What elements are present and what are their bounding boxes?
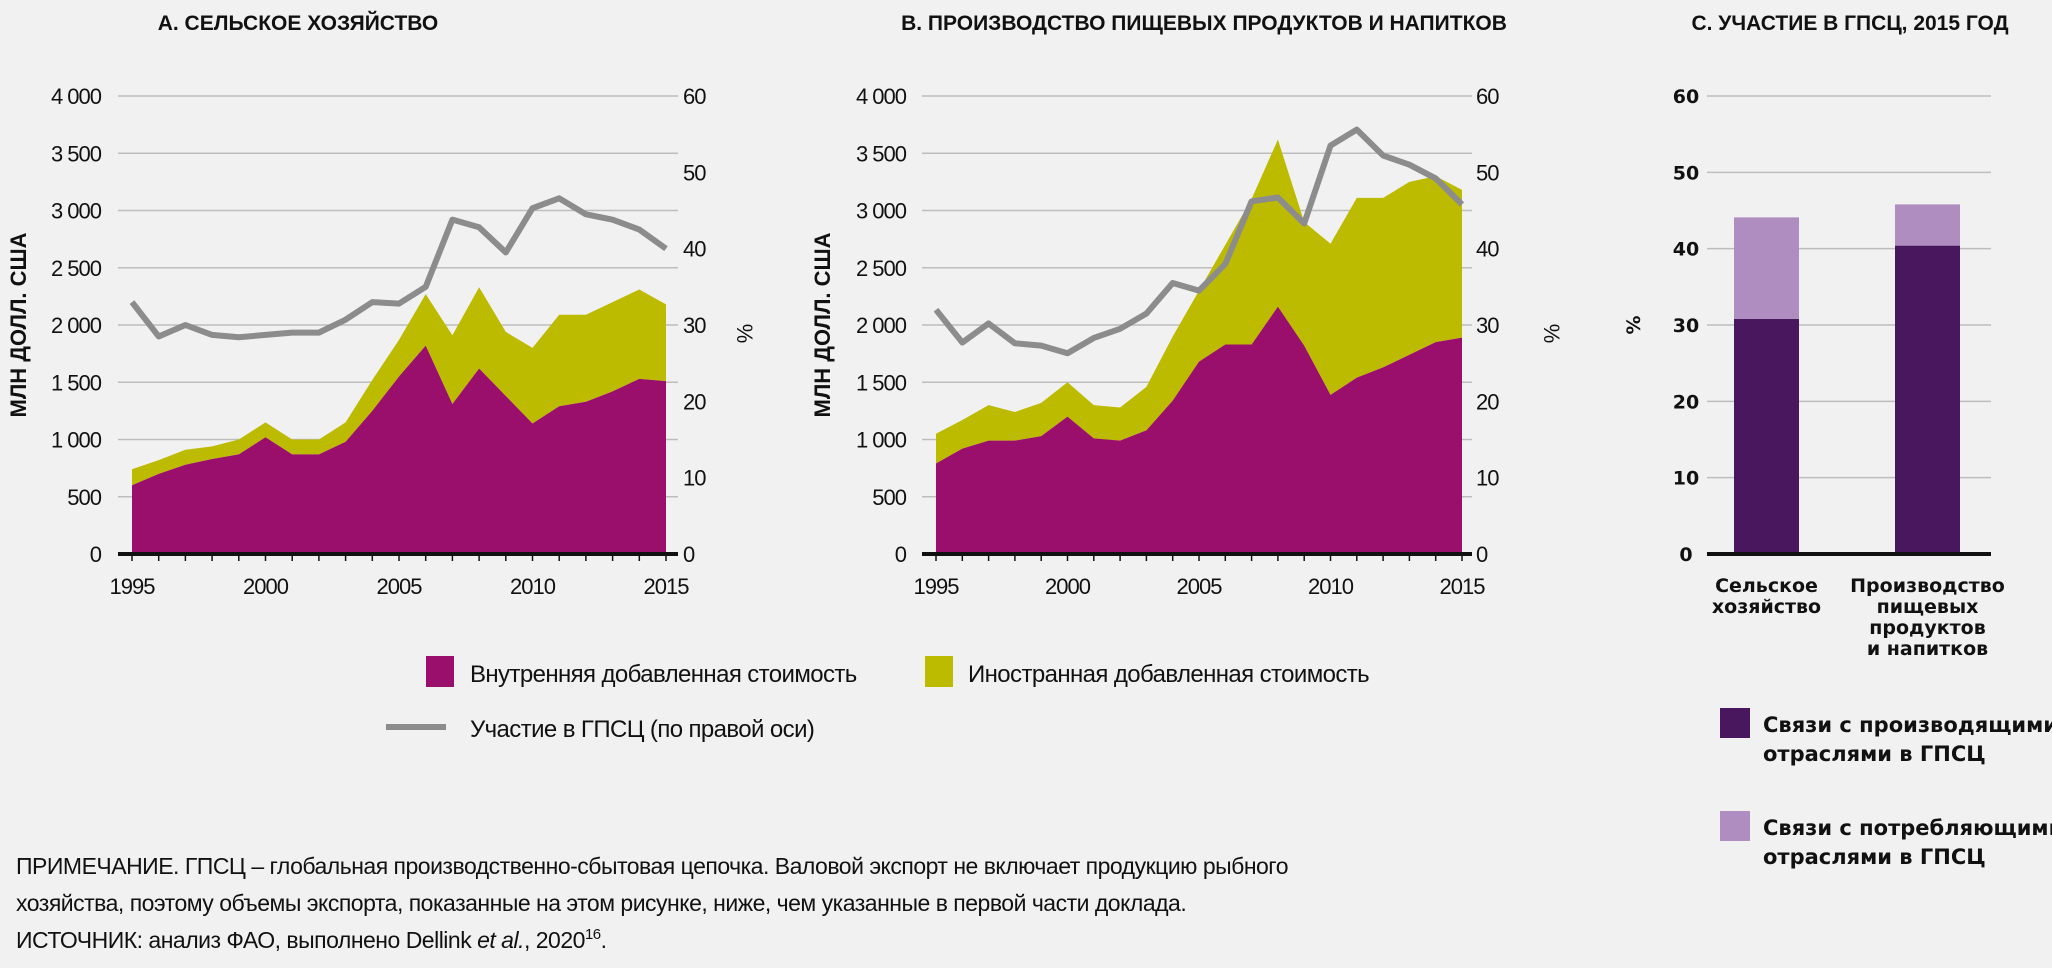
footnote: ПРИМЕЧАНИЕ. ГПСЦ – глобальная производст… (16, 853, 1289, 953)
panel-a-y2-tick-label: 50 (683, 160, 706, 185)
panel-a-y2-tick-label: 40 (683, 237, 706, 262)
panel-a-x-tick-label: 2005 (377, 574, 423, 599)
panel-c-y-tick-label: 60 (1673, 86, 1699, 108)
panel-c-y-tick-label: 20 (1673, 391, 1699, 413)
panel-a-y2-axis-title: % (732, 324, 757, 343)
panel-a-y-tick-label: 0 (90, 542, 102, 567)
panel-b-y-tick-label: 3 500 (856, 141, 907, 166)
footnote-line-1: ПРИМЕЧАНИЕ. ГПСЦ – глобальная производст… (16, 853, 1288, 879)
panel-c-legend-label: отраслями в ГПСЦ (1763, 845, 1986, 869)
legend-ab: Внутренняя добавленная стоимость Иностра… (386, 656, 1370, 743)
panel-a-gvc-line (129, 195, 668, 341)
panel-b-x-tick-label: 2005 (1177, 574, 1223, 599)
panel-a-y2-tick-label: 30 (683, 313, 706, 338)
panel-a-y-tick-label: 1 500 (51, 370, 102, 395)
panel-a-area-foreign (132, 287, 666, 486)
panel-a-y-axis-title: МЛН ДОЛЛ. США (6, 232, 31, 417)
panel-a-y2-tick-label: 20 (683, 389, 706, 414)
panel-c-category-label: продуктов (1869, 617, 1986, 639)
panel-c-bar-segment (1895, 245, 1960, 554)
panel-c-legend-swatch (1720, 708, 1750, 738)
panel-b-y-tick-label: 4 000 (856, 84, 907, 109)
legend-swatch-foreign (925, 656, 953, 687)
panel-c-legend-label: Связи с потребляющими (1763, 816, 2052, 840)
panel-b-x-tick-label: 2010 (1308, 574, 1354, 599)
panel-b-area-domestic (936, 306, 1462, 554)
panel-c-title: C. УЧАСТИЕ В ГПСЦ, 2015 ГОД (1691, 12, 2008, 35)
panel-c-bar-segment (1734, 318, 1799, 554)
panel-b-y-tick-label: 500 (872, 485, 906, 510)
panel-b-x-tick-label: 2000 (1045, 574, 1091, 599)
legend-label-foreign: Иностранная добавленная стоимость (968, 661, 1369, 688)
panel-a-title: A. СЕЛЬСКОЕ ХОЗЯЙСТВО (158, 11, 439, 35)
panel-a-y-tick-label: 2 500 (51, 256, 102, 281)
panel-c-legend-label: Связи с производящими (1763, 713, 2052, 737)
panel-b-y2-tick-label: 10 (1476, 466, 1499, 491)
panel-b-y2-tick-label: 50 (1476, 160, 1499, 185)
panel-c-category-label: Сельское (1715, 575, 1818, 597)
panel-a-y2-tick-label: 10 (683, 466, 706, 491)
legend-swatch-domestic (426, 656, 454, 687)
panel-b-y2-tick-label: 30 (1476, 313, 1499, 338)
footnote-line-2: хозяйства, поэтому объемы экспорта, пока… (16, 890, 1186, 916)
panel-a-y-tick-label: 3 000 (51, 199, 102, 224)
panel-a-y-tick-label: 4 000 (51, 84, 102, 109)
panel-c-bar-segment (1895, 204, 1960, 246)
source-prefix: ИСТОЧНИК: анализ ФАО, выполнено Dellink (16, 927, 477, 953)
panel-a-y-tick-label: 1 000 (51, 428, 102, 453)
panel-b-y2-axis-title: % (1539, 324, 1564, 343)
panel-b-x-tick-label: 2015 (1440, 574, 1486, 599)
panel-c-y-axis-title: % (1623, 315, 1645, 334)
panel-c-category-label: хозяйство (1712, 596, 1821, 618)
panel-b-y2-tick-label: 20 (1476, 389, 1499, 414)
source-ref: 16 (585, 926, 601, 943)
panel-b-y-axis-title: МЛН ДОЛЛ. США (810, 232, 835, 417)
panel-c-y-tick-label: 40 (1673, 239, 1699, 261)
panel-c-y-tick-label: 50 (1673, 162, 1699, 184)
panel-a-y-tick-label: 500 (67, 485, 101, 510)
panel-a-x-tick-label: 1995 (110, 574, 156, 599)
panel-c-y-tick-label: 30 (1673, 315, 1699, 337)
panel-a-x-tick-label: 2000 (243, 574, 289, 599)
panel-b-y-tick-label: 2 500 (856, 256, 907, 281)
panel-a-y2-tick-label: 60 (683, 84, 706, 109)
panel-c-y-tick-label: 10 (1673, 468, 1699, 490)
panel-a-y-tick-label: 2 000 (51, 313, 102, 338)
legend-label-gvc: Участие в ГПСЦ (по правой оси) (470, 716, 814, 743)
panel-c-legend-label: отраслями в ГПСЦ (1763, 742, 1986, 766)
panel-a-area-domestic (132, 345, 666, 554)
panel-b-y-tick-label: 2 000 (856, 313, 907, 338)
panel-b-y-tick-label: 3 000 (856, 199, 907, 224)
panel-c-legend-swatch (1720, 811, 1750, 841)
panel-a-y2-tick-label: 0 (683, 542, 695, 567)
panel-c-category-label: пищевых (1877, 596, 1979, 618)
legend-label-domestic: Внутренняя добавленная стоимость (470, 661, 857, 688)
source-suffix: , 2020 (524, 927, 585, 953)
panel-b-gvc-line (933, 126, 1465, 357)
source-end: . (601, 927, 607, 953)
panel-b-y2-tick-label: 60 (1476, 84, 1499, 109)
panel-b-y-tick-label: 1 500 (856, 370, 907, 395)
panel-b-y2-tick-label: 40 (1476, 237, 1499, 262)
source-italic: et al. (477, 927, 524, 953)
panel-c-category-label: Производство (1850, 575, 2005, 597)
panel-b-y-tick-label: 0 (895, 542, 907, 567)
panel-b-chart: 0 500 1 000 1 500 2 000 2 500 3 000 3 500 4 000 0… (810, 84, 1564, 599)
panel-a-y-tick-label: 3 500 (51, 141, 102, 166)
panel-a-x-tick-label: 2015 (644, 574, 690, 599)
panel-b-y-tick-label: 1 000 (856, 428, 907, 453)
panel-b-y2-tick-label: 0 (1476, 542, 1488, 567)
panel-a-x-tick-label: 2010 (510, 574, 556, 599)
panel-c-bar-segment (1734, 217, 1799, 319)
panel-c-category-label: и напитков (1867, 638, 1988, 660)
panel-b-area-foreign (936, 139, 1462, 464)
panel-c-y-tick-label: 0 (1679, 544, 1692, 566)
panel-a-chart: 0 500 1 000 1 500 2 000 2 500 3 000 3 500 4 000 0… (6, 84, 757, 599)
panel-b-title: B. ПРОИЗВОДСТВО ПИЩЕВЫХ ПРОДУКТОВ И НАПИ… (901, 12, 1507, 35)
source-line: ИСТОЧНИК: анализ ФАО, выполнено Dellink … (16, 926, 607, 953)
panel-b-x-tick-label: 1995 (914, 574, 960, 599)
